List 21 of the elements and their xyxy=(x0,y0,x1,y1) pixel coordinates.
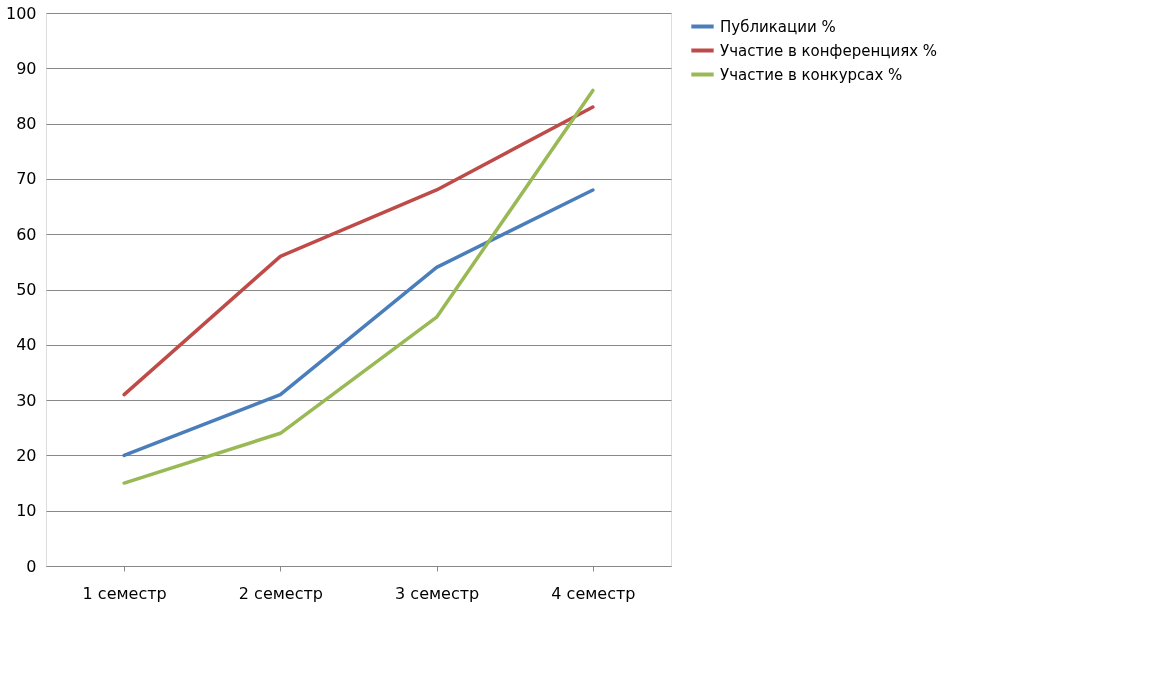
line-series xyxy=(122,88,595,485)
legend-label: Публикации % xyxy=(720,17,836,36)
y-tick-label: 30 xyxy=(16,390,37,410)
x-tick-label: 2 семестр xyxy=(238,583,323,603)
x-tick-label: 3 семестр xyxy=(395,583,480,603)
y-tick-label: 70 xyxy=(16,169,37,189)
line-series xyxy=(122,188,595,458)
legend-label: Участие в конкурсах % xyxy=(720,65,903,84)
y-tick-label: 40 xyxy=(16,335,37,355)
y-tick-label: 100 xyxy=(5,3,37,23)
y-tick-label: 80 xyxy=(16,114,37,134)
y-tick-label: 0 xyxy=(26,556,37,576)
y-tick-label: 10 xyxy=(16,501,37,521)
y-tick-label: 20 xyxy=(16,445,37,465)
x-tick-label: 1 семестр xyxy=(82,583,167,603)
line-series xyxy=(122,105,595,397)
legend-label: Участие в конференциях % xyxy=(720,41,938,60)
y-tick-label: 50 xyxy=(16,280,37,299)
y-tick-label: 60 xyxy=(16,224,37,244)
x-tick-label: 4 семестр xyxy=(551,583,636,603)
y-tick-label: 90 xyxy=(16,58,37,78)
